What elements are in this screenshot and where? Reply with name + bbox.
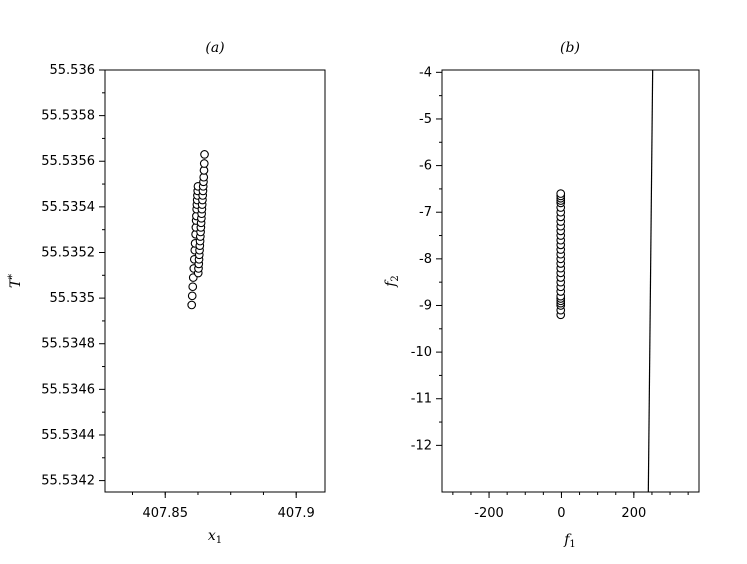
panel-a: (a) 55.534255.534455.534655.534855.53555… <box>7 40 326 546</box>
panel-b-x-axis-label: f1 <box>563 532 576 550</box>
panel-b-line <box>647 69 654 493</box>
x-tick-label: 407.9 <box>278 506 315 521</box>
panel-a-y-ticks: 55.5342 55.5344 55.5346 55.5348 55.535 55.535… <box>41 63 105 489</box>
data-point <box>188 282 198 292</box>
data-point <box>187 300 197 310</box>
y-tick-label: 55.5348 <box>41 337 95 352</box>
panel-b-y-axis-label: f2 <box>383 275 401 288</box>
y-tick-label: 55.5346 <box>41 382 95 397</box>
y-tick-label: -9 <box>419 298 432 313</box>
panel-b-y-ticks: -12 -11 -10 -9 -8 -7 -6 -5 -4 <box>411 65 442 453</box>
y-tick-label: -5 <box>419 112 432 127</box>
x-tick-label: 0 <box>557 506 565 521</box>
panel-a-x-axis-label: x1 <box>208 528 222 546</box>
panel-b-points <box>556 189 566 320</box>
y-tick-label: 55.5352 <box>41 245 95 260</box>
y-tick-label: 55.5358 <box>41 109 95 124</box>
y-tick-label: -4 <box>419 65 432 80</box>
y-tick-label: 55.536 <box>50 63 96 78</box>
data-point <box>200 150 209 159</box>
panel-a-title: (a) <box>205 40 224 56</box>
y-tick-label: -6 <box>419 159 432 174</box>
y-tick-label: 55.5356 <box>41 154 95 169</box>
y-tick-label: -12 <box>411 438 432 453</box>
panel-b-title: (b) <box>560 40 580 56</box>
y-tick-label: -8 <box>419 252 432 267</box>
x-tick-label: -200 <box>474 506 504 521</box>
y-tick-label: 55.5344 <box>41 428 95 443</box>
panel-a-y-axis-label: T* <box>7 274 24 288</box>
panel-b-plot-frame <box>441 69 700 493</box>
panel-a-points <box>187 150 209 310</box>
y-tick-label: 55.535 <box>50 291 96 306</box>
y-tick-label: 55.5342 <box>41 474 95 489</box>
y-tick-label: -11 <box>411 392 432 407</box>
y-tick-label: -7 <box>419 205 432 220</box>
reference-line <box>647 69 654 493</box>
panel-a-plot-frame <box>104 69 326 493</box>
panel-b-x-ticks: -200 0 200 <box>452 492 689 521</box>
data-point <box>199 159 209 168</box>
x-tick-label: 200 <box>621 506 646 521</box>
data-point <box>187 291 197 301</box>
y-tick-label: -10 <box>411 345 432 360</box>
panel-b: (b) -12 -11 -10 -9 -8 -7 -6 -5 -4 -200 0 200 f1 f2 <box>383 40 700 550</box>
panel-a-x-ticks: 407.85 407.9 <box>132 492 315 521</box>
x-tick-label: 407.85 <box>142 506 188 521</box>
data-point <box>556 189 566 198</box>
y-tick-label: 55.5354 <box>41 200 95 215</box>
